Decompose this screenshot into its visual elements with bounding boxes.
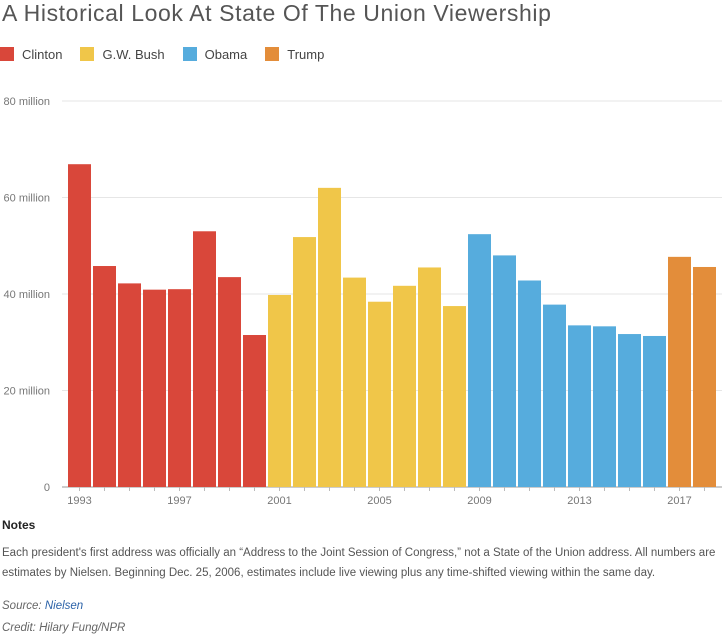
legend: Clinton G.W. Bush Obama Trump bbox=[0, 44, 342, 64]
y-tick-label: 20 million bbox=[4, 386, 50, 398]
bar-2017 bbox=[668, 256, 691, 487]
x-tick-label: 1993 bbox=[67, 495, 91, 507]
bar-2004 bbox=[343, 277, 366, 487]
legend-item-bush: G.W. Bush bbox=[80, 46, 165, 62]
bar-1997 bbox=[168, 289, 191, 487]
bar-1999 bbox=[218, 277, 241, 487]
notes: Notes Each president's first address was… bbox=[2, 518, 717, 583]
legend-label-bush: G.W. Bush bbox=[102, 46, 165, 62]
legend-item-clinton: Clinton bbox=[0, 47, 62, 62]
bar-1994 bbox=[93, 266, 116, 487]
credit-line: Credit: Hilary Fung/NPR bbox=[2, 622, 126, 634]
x-tick-label: 2013 bbox=[567, 495, 591, 507]
bar-2006 bbox=[393, 285, 416, 487]
bar-2009 bbox=[468, 234, 491, 487]
bar-2008 bbox=[443, 306, 466, 487]
legend-swatch-bush bbox=[80, 47, 95, 61]
legend-swatch-trump bbox=[265, 47, 280, 61]
y-tick-label: 0 bbox=[44, 482, 50, 494]
legend-swatch-clinton bbox=[0, 47, 14, 61]
bar-2014 bbox=[593, 326, 616, 487]
x-tick-label: 2001 bbox=[267, 495, 291, 507]
bar-2002 bbox=[293, 237, 316, 487]
bar-2007 bbox=[418, 267, 441, 487]
x-tick-label: 1997 bbox=[167, 495, 191, 507]
bar-2005 bbox=[368, 301, 391, 487]
bar-2011 bbox=[518, 280, 541, 487]
y-tick-label: 80 million bbox=[4, 96, 50, 108]
bar-2003 bbox=[318, 187, 341, 487]
bar-1995 bbox=[118, 283, 141, 487]
bar-2001 bbox=[268, 294, 291, 487]
x-tick-label: 2005 bbox=[367, 495, 391, 507]
notes-title: Notes bbox=[2, 518, 36, 532]
x-tick-label: 2017 bbox=[667, 495, 691, 507]
legend-item-obama: Obama bbox=[182, 46, 248, 62]
bar-1996 bbox=[143, 289, 166, 487]
bar-1998 bbox=[193, 231, 216, 487]
legend-swatch-obama bbox=[182, 47, 197, 61]
bar-2010 bbox=[493, 255, 516, 487]
bar-chart: 0 20 million 40 million 60 million 80 millio… bbox=[4, 96, 722, 507]
x-tick-label: 2009 bbox=[467, 495, 491, 507]
bar-2013 bbox=[568, 325, 591, 487]
legend-label-clinton: Clinton bbox=[22, 46, 63, 62]
source-line: Source: Nielsen bbox=[2, 600, 83, 612]
legend-item-trump: Trump bbox=[265, 47, 324, 62]
y-tick-label: 60 million bbox=[4, 193, 50, 205]
legend-label-obama: Obama bbox=[204, 46, 248, 62]
bar-2018 bbox=[693, 266, 716, 487]
bar-2000 bbox=[243, 335, 266, 487]
chart-title: A Historical Look At State Of The Union … bbox=[2, 0, 552, 26]
bar-2015 bbox=[618, 334, 641, 487]
y-tick-label: 40 million bbox=[4, 289, 50, 301]
bar-2012 bbox=[543, 304, 566, 487]
source-prefix: Source: bbox=[2, 600, 45, 612]
legend-label-trump: Trump bbox=[287, 46, 325, 62]
bar-2016 bbox=[643, 335, 666, 487]
bar-1993 bbox=[68, 164, 91, 487]
notes-body: Each president's first address was offic… bbox=[2, 547, 716, 579]
source-link[interactable]: Nielsen bbox=[44, 600, 84, 612]
